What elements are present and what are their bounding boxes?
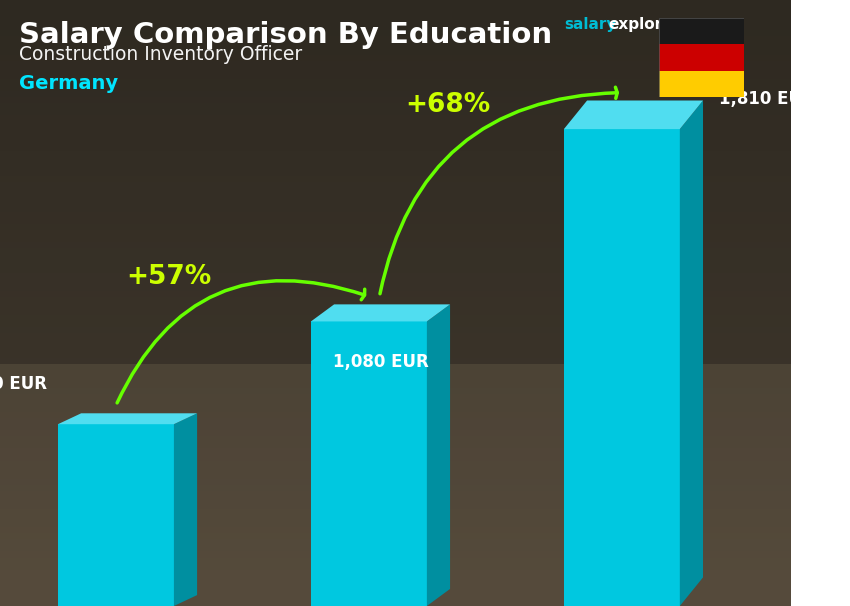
FancyBboxPatch shape — [564, 129, 680, 606]
Text: 1,080 EUR: 1,080 EUR — [332, 353, 428, 371]
Text: 1,810 EUR: 1,810 EUR — [719, 90, 814, 108]
Polygon shape — [427, 304, 450, 606]
Text: explorer.com: explorer.com — [608, 17, 719, 32]
Polygon shape — [58, 413, 197, 424]
Bar — [659, 71, 744, 97]
Text: Salary Comparison By Education: Salary Comparison By Education — [19, 21, 552, 49]
Polygon shape — [174, 413, 197, 606]
Polygon shape — [311, 304, 450, 321]
Text: Germany: Germany — [19, 74, 118, 93]
Text: salary: salary — [564, 17, 616, 32]
Bar — [659, 44, 744, 71]
Bar — [659, 18, 744, 44]
Text: 690 EUR: 690 EUR — [0, 375, 48, 393]
FancyBboxPatch shape — [58, 424, 174, 606]
FancyBboxPatch shape — [311, 321, 427, 606]
Polygon shape — [680, 101, 703, 606]
Text: Average Monthly Salary: Average Monthly Salary — [812, 281, 824, 422]
Polygon shape — [564, 101, 703, 129]
Text: +57%: +57% — [126, 264, 212, 290]
Text: +68%: +68% — [405, 92, 490, 118]
Text: Construction Inventory Officer: Construction Inventory Officer — [19, 45, 303, 64]
